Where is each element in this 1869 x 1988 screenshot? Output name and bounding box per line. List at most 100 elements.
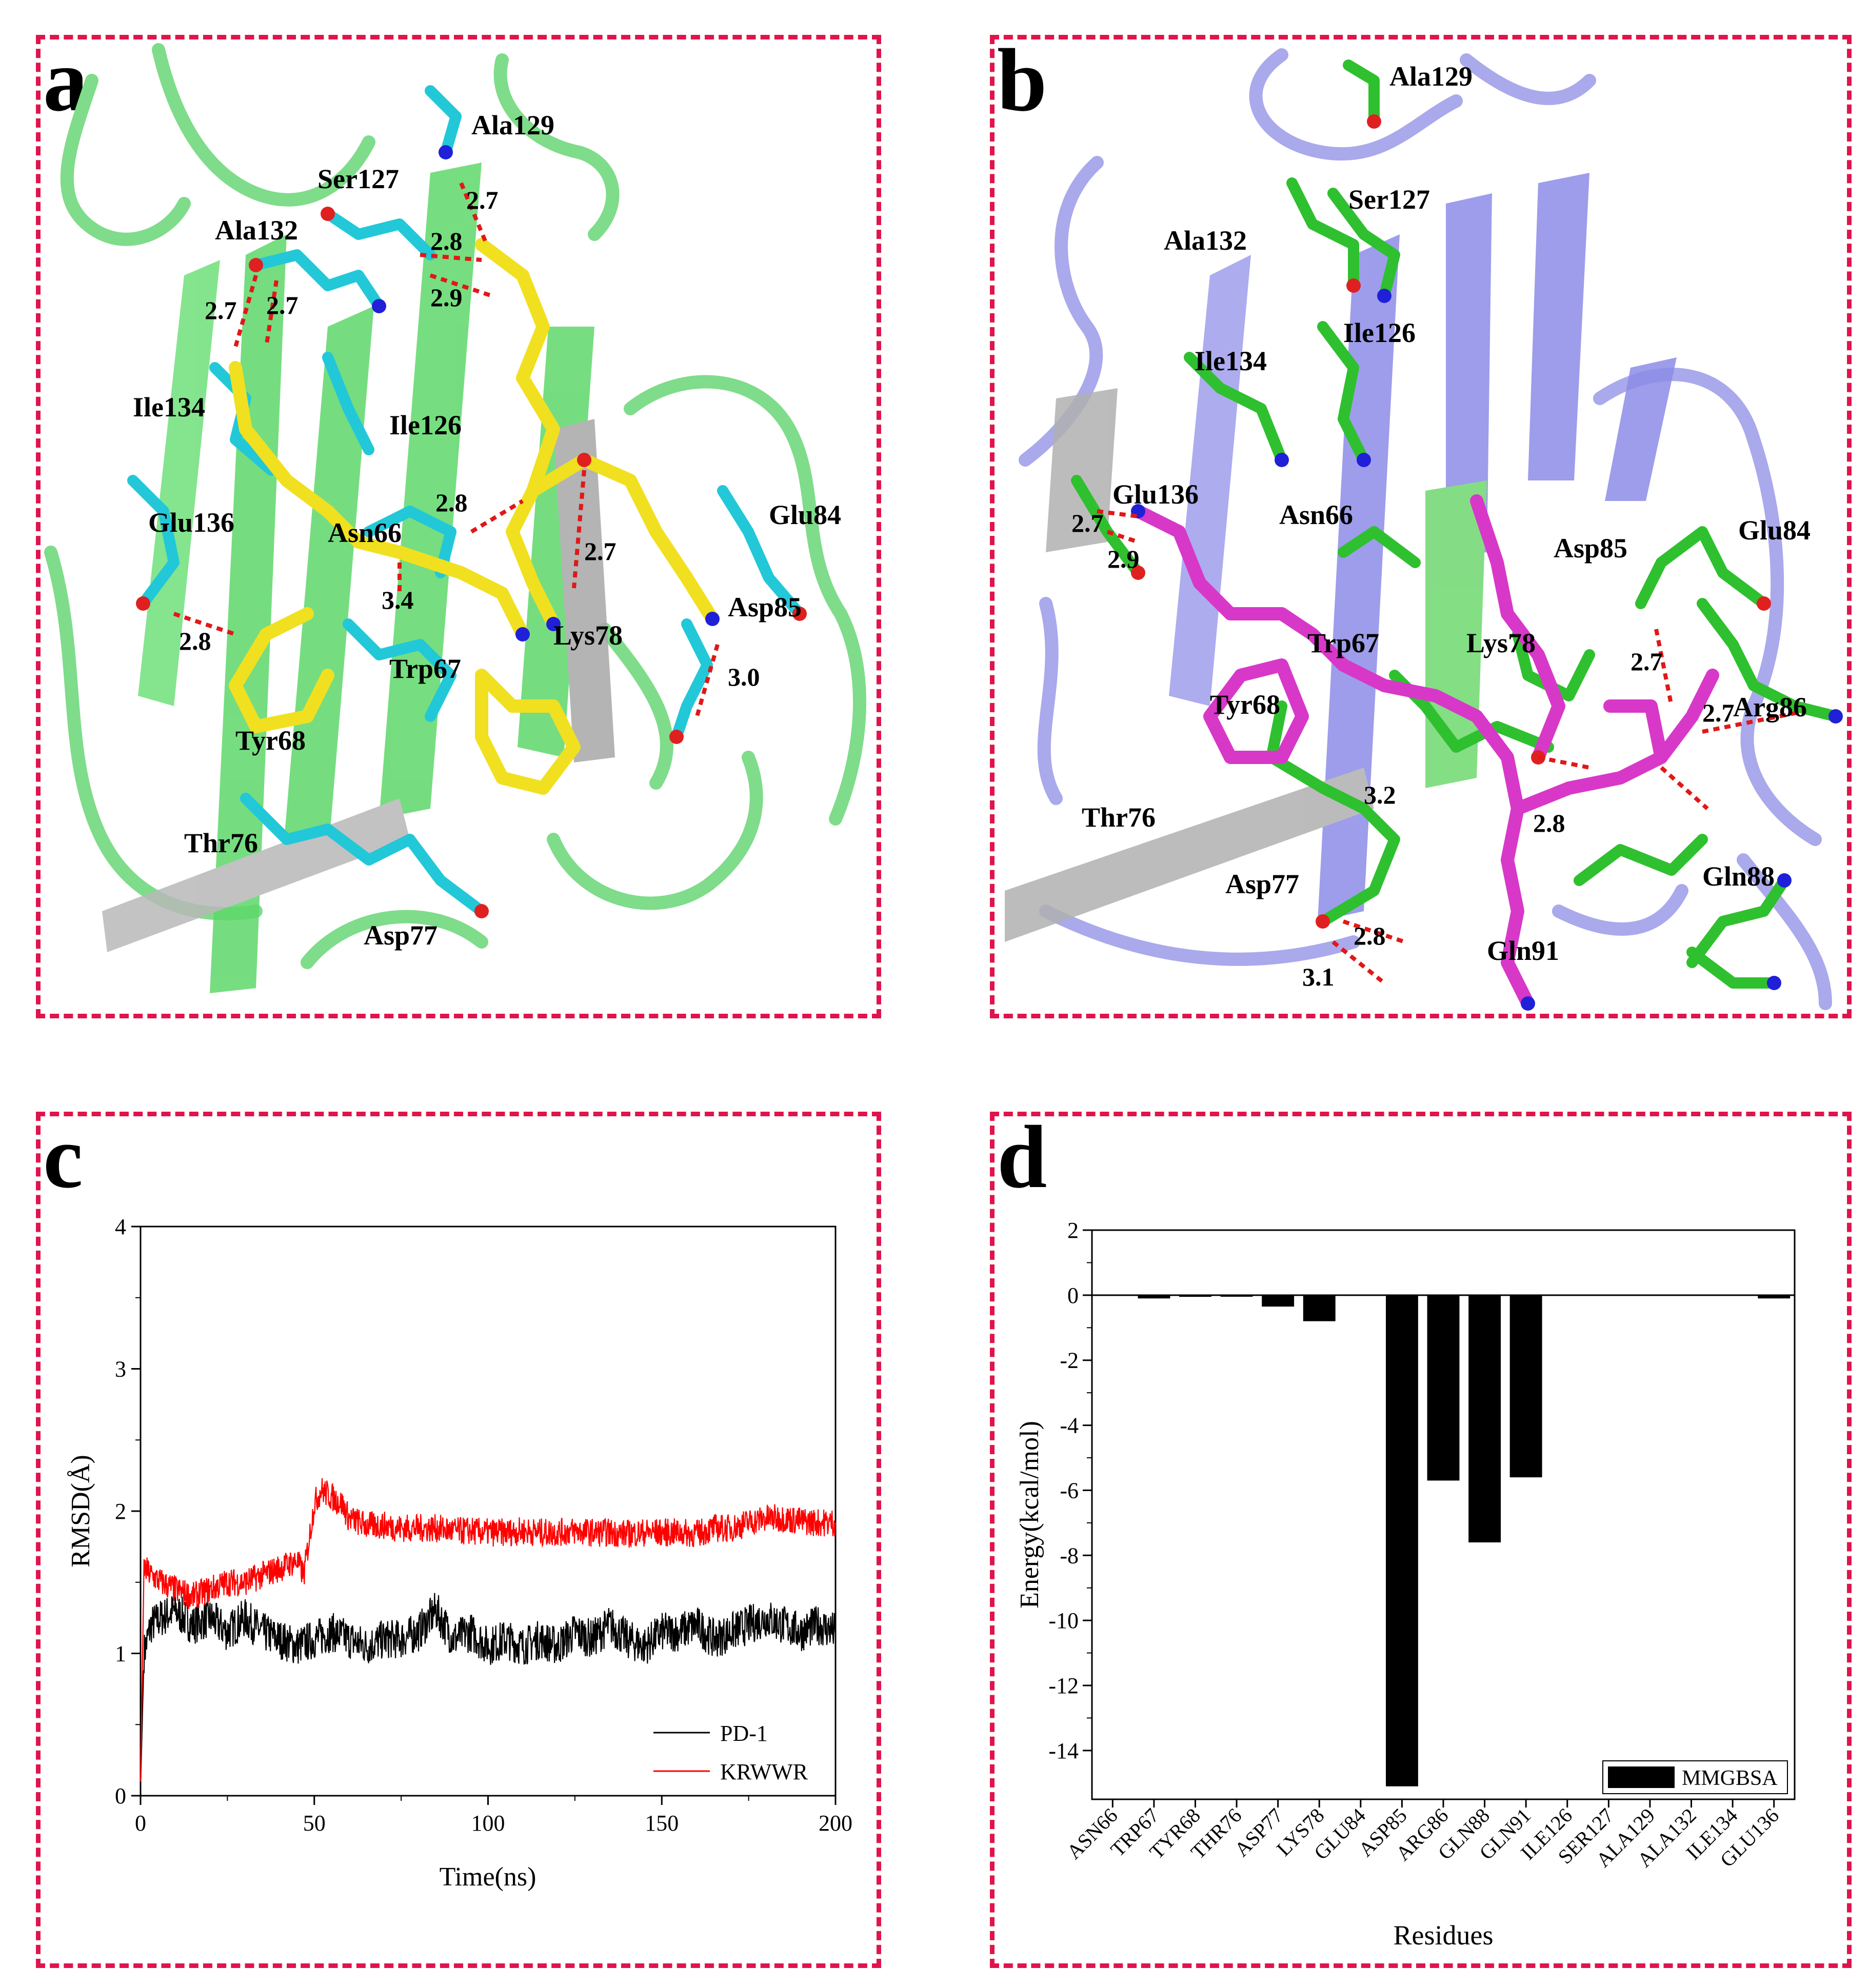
- bar-asp85: [1386, 1295, 1418, 1786]
- panel-a-atoms: [136, 145, 807, 918]
- label-ser127: Ser127: [317, 164, 399, 194]
- hbond-distance: 2.7: [205, 296, 237, 325]
- energy-chart: 2 0 -2 -4 -6 -8 -10 -12 -14 ASN66TRP67TYR68THR76…: [1015, 1218, 1796, 1951]
- y-tick-label: 2: [1067, 1218, 1079, 1243]
- series-line-pd1: [140, 1593, 836, 1789]
- hbond-distance: 2.7: [466, 186, 499, 214]
- energy-legend-box: [1602, 1760, 1788, 1794]
- label-gln88: Gln88: [1702, 861, 1775, 892]
- panel-b-hbonds: [1097, 509, 1805, 985]
- energy-legend: MMGBSA: [1602, 1760, 1788, 1794]
- panel-b-atoms: [1131, 114, 1843, 1011]
- bar-gln91: [1509, 1295, 1542, 1478]
- panel-a-residue-labels: Ala129 Ser127 Ala132 Ile134 Ile126 Glu13…: [133, 110, 841, 951]
- y-tick-label: 4: [115, 1214, 126, 1239]
- hbond-distance: 2.9: [430, 283, 463, 312]
- label-asp85: Asp85: [728, 592, 802, 622]
- hbond-distance: 2.8: [1533, 809, 1565, 837]
- rmsd-y-ticks: 0 1 2 3 4: [115, 1214, 141, 1809]
- energy-y-axis-label: Energy(kcal/mol): [1015, 1421, 1044, 1609]
- hbond-distance: 2.9: [1107, 545, 1140, 573]
- x-tick-label: 150: [645, 1811, 679, 1836]
- bar-thr76: [1220, 1295, 1253, 1297]
- y-tick-label: -14: [1048, 1738, 1079, 1763]
- label-ala132: Ala132: [1164, 225, 1247, 256]
- panel-c-letter: c: [43, 1107, 83, 1207]
- panel-b-structure: Ala129 Ser127 Ala132 Ile126 Ile134 Glu13…: [1005, 48, 1843, 1011]
- label-glu136: Glu136: [1112, 479, 1199, 510]
- label-thr76: Thr76: [1082, 802, 1156, 833]
- label-glu136: Glu136: [148, 507, 234, 538]
- label-ile134: Ile134: [1195, 346, 1267, 376]
- y-tick-label: 1: [115, 1641, 126, 1666]
- energy-y-ticks: 2 0 -2 -4 -6 -8 -10 -12 -14: [1048, 1218, 1092, 1763]
- label-tyr68: Tyr68: [235, 725, 306, 756]
- panel-b-hbond-labels: 2.7 2.9 2.7 2.7 3.2 2.8 2.8 3.1: [1071, 509, 1735, 991]
- label-trp67: Trp67: [389, 653, 461, 684]
- rmsd-y-axis-label: RMSD(Å): [66, 1455, 95, 1568]
- panel-a-hbonds: [173, 182, 720, 717]
- label-lys78: Lys78: [1466, 628, 1536, 658]
- bar-tyr68: [1179, 1295, 1211, 1297]
- x-tick-label: 0: [135, 1811, 146, 1836]
- legend-swatch-mmgbsa: [1608, 1766, 1675, 1788]
- rmsd-series: [140, 1478, 837, 1789]
- label-ser127: Ser127: [1348, 184, 1430, 215]
- label-ala129: Ala129: [471, 110, 554, 140]
- hbond-distance: 2.7: [1631, 647, 1663, 676]
- label-thr76: Thr76: [184, 828, 258, 858]
- label-tyr68: Tyr68: [1210, 689, 1280, 720]
- label-glu84: Glu84: [1738, 515, 1811, 546]
- label-ala132: Ala132: [215, 215, 298, 246]
- hbond-distance: 2.8: [430, 227, 463, 255]
- y-tick-label: -4: [1060, 1413, 1079, 1438]
- panel-a-hbond-labels: 2.7 2.8 2.9 2.7 2.7 2.8 2.7 2.8 3.4 3.0: [179, 186, 760, 691]
- hbond-distance: 3.0: [728, 662, 760, 691]
- label-asp77: Asp77: [364, 920, 438, 951]
- y-tick-label: 0: [1067, 1283, 1079, 1308]
- panel-d-letter: d: [997, 1107, 1047, 1207]
- label-ile134: Ile134: [133, 392, 205, 423]
- y-tick-label: 2: [115, 1499, 126, 1524]
- legend-label-krwwr: KRWWR: [720, 1759, 808, 1784]
- energy-x-ticks: ASN66TRP67TYR68THR76ASP77LYS78GLU84ASP85…: [1062, 1799, 1783, 1872]
- rmsd-x-axis-label: Time(ns): [440, 1862, 536, 1892]
- y-tick-label: 0: [115, 1783, 126, 1809]
- hbond-distance: 2.8: [1354, 921, 1386, 950]
- label-asn66: Asn66: [1279, 499, 1353, 530]
- y-tick-label: 3: [115, 1357, 126, 1382]
- bar-arg86: [1427, 1295, 1460, 1481]
- y-tick-label: -10: [1048, 1608, 1079, 1633]
- label-ile126: Ile126: [389, 410, 462, 440]
- label-lys78: Lys78: [553, 620, 623, 651]
- label-asp85: Asp85: [1554, 533, 1627, 564]
- legend-label-pd1: PD-1: [720, 1721, 768, 1746]
- y-tick-label: -8: [1060, 1543, 1079, 1568]
- hbond-distance: 3.4: [382, 586, 414, 614]
- bar-glu136: [1758, 1295, 1791, 1299]
- hbond-distance: 2.8: [179, 627, 211, 655]
- energy-x-axis-label: Residues: [1394, 1920, 1494, 1951]
- label-arg86: Arg86: [1733, 692, 1807, 722]
- panel-a-structure: Ala129 Ser127 Ala132 Ile134 Ile126 Glu13…: [44, 43, 866, 993]
- hbond-distance: 2.7: [266, 291, 299, 319]
- x-tick-label: ASP77: [1230, 1804, 1287, 1861]
- bar-lys78: [1303, 1295, 1336, 1321]
- label-trp67: Trp67: [1307, 628, 1379, 658]
- x-tick-label: 50: [303, 1811, 326, 1836]
- panel-b-residue-labels: Ala129 Ser127 Ala132 Ile126 Ile134 Glu13…: [1082, 61, 1811, 966]
- panel-a: a: [36, 35, 881, 1018]
- hbond-distance: 2.7: [584, 537, 617, 566]
- bar-asp77: [1262, 1295, 1295, 1307]
- y-tick-label: -12: [1048, 1673, 1079, 1698]
- hbond-distance: 2.7: [1071, 509, 1104, 537]
- rmsd-chart: 0 1 2 3 4 0 50 100 150 200 Time(ns) RMSD(Å) PD-1…: [66, 1214, 852, 1892]
- panel-a-cartoon-loops: [44, 43, 866, 969]
- hbond-distance: 2.7: [1702, 698, 1735, 727]
- x-tick-label: 100: [471, 1811, 505, 1836]
- label-ala129: Ala129: [1389, 61, 1473, 92]
- label-asn66: Asn66: [328, 517, 402, 548]
- label-glu84: Glu84: [769, 499, 841, 530]
- rmsd-x-ticks: 0 50 100 150 200: [135, 1796, 852, 1836]
